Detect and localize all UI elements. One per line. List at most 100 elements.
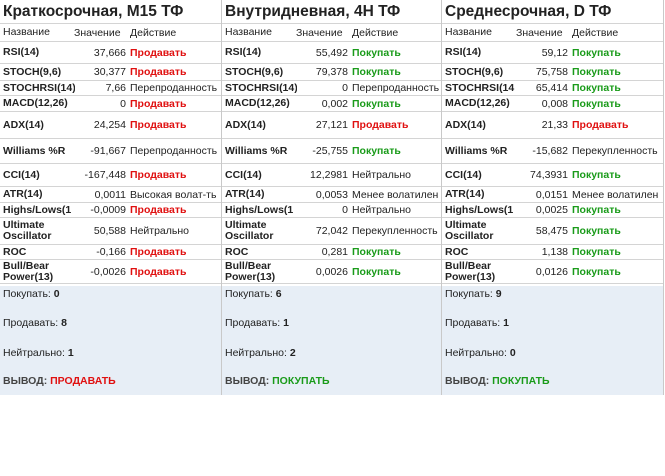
indicator-value: 27,121 bbox=[315, 119, 348, 131]
summary-sell-count: 1 bbox=[503, 317, 509, 329]
summary-neutral: Нейтрально: 2 bbox=[225, 347, 296, 359]
indicator-value: 75,758 bbox=[535, 66, 568, 78]
indicator-row: Bull/Bear Power(13) 0,0126 Покупать bbox=[442, 260, 663, 284]
indicator-value: 0,0011 bbox=[94, 188, 126, 201]
indicator-action: Продавать bbox=[130, 66, 187, 78]
conclusion-value: ПОКУПАТЬ bbox=[492, 375, 550, 387]
indicator-row: Ultimate Oscillator 50,588 Нейтрально bbox=[0, 218, 221, 245]
indicator-name: STOCHRSI(14 bbox=[445, 81, 515, 94]
indicator-value: 59,12 bbox=[541, 46, 568, 59]
indicator-action: Покупать bbox=[352, 66, 401, 78]
indicator-row: ATR(14) 0,0011 Высокая волат-ть bbox=[0, 187, 221, 203]
indicator-action: Покупать bbox=[572, 82, 621, 94]
indicator-action: Покупать bbox=[572, 265, 621, 278]
indicator-value: 50,588 bbox=[93, 225, 126, 237]
indicator-value: 74,3931 bbox=[530, 169, 568, 181]
indicator-value: 0 bbox=[120, 97, 126, 110]
indicator-value: 1,138 bbox=[541, 246, 568, 258]
indicator-action: Покупать bbox=[572, 225, 621, 237]
indicator-value: -0,0009 bbox=[90, 204, 126, 216]
indicator-action: Покупать bbox=[572, 169, 621, 181]
summary-sell: Продавать: 1 bbox=[445, 317, 509, 329]
indicator-action: Перепроданность bbox=[130, 145, 218, 157]
indicator-action: Продавать bbox=[572, 119, 629, 131]
indicator-action: Нейтрально bbox=[352, 204, 412, 216]
indicator-action: Нейтрально bbox=[130, 225, 190, 237]
indicator-name: ADX(14) bbox=[445, 118, 486, 131]
indicator-value: -0,0026 bbox=[90, 265, 126, 278]
panel-4h: Внутридневная, 4Н ТФ Название Значение Дейс… bbox=[222, 0, 442, 395]
indicator-row: CCI(14) 12,2981 Нейтрально bbox=[222, 164, 441, 187]
indicator-action: Покупать bbox=[572, 66, 621, 78]
indicator-name: ADX(14) bbox=[3, 118, 44, 131]
summary-neutral-label: Нейтрально: bbox=[445, 347, 507, 359]
column-header-action: Действие bbox=[352, 26, 399, 39]
indicator-row: RSI(14) 55,492 Покупать bbox=[222, 42, 441, 64]
indicator-action: Покупать bbox=[352, 97, 401, 110]
indicator-name: ROC bbox=[445, 245, 469, 258]
signal-summary: Покупать: 9 Продавать: 1 Нейтрально: 0 ВЫВО… bbox=[442, 286, 663, 395]
indicator-action: Перекупленность bbox=[572, 145, 658, 157]
summary-buy-label: Покупать: bbox=[225, 288, 273, 300]
indicator-value: 37,666 bbox=[93, 46, 126, 59]
indicator-row: STOCH(9,6) 30,377 Продавать bbox=[0, 64, 221, 81]
indicator-row: ADX(14) 24,254 Продавать bbox=[0, 112, 221, 139]
summary-sell-label: Продавать: bbox=[445, 317, 501, 329]
indicator-action: Перекупленность bbox=[352, 225, 438, 237]
indicator-name: ATR(14) bbox=[225, 188, 265, 200]
indicator-row: Williams %R -15,682 Перекупленность bbox=[442, 139, 663, 164]
indicator-action: Продавать bbox=[130, 246, 187, 258]
indicator-value: 21,33 bbox=[541, 119, 568, 131]
indicator-name: RSI(14) bbox=[225, 46, 262, 58]
indicator-row: STOCHRSI(14 65,414 Покупать bbox=[442, 81, 663, 96]
indicator-value: 0,0053 bbox=[315, 188, 348, 201]
column-header-value: Значение bbox=[516, 26, 563, 39]
indicator-name: Bull/Bear Power(13) bbox=[3, 260, 54, 283]
conclusion-value: ПОКУПАТЬ bbox=[272, 375, 330, 387]
summary-buy: Покупать: 6 bbox=[225, 288, 282, 300]
indicator-name: ATR(14) bbox=[3, 188, 43, 200]
indicator-action: Перепроданность bbox=[352, 82, 440, 94]
summary-buy-count: 6 bbox=[275, 288, 282, 300]
column-header-name: Название bbox=[225, 26, 272, 38]
indicator-row: Ultimate Oscillator 58,475 Покупать bbox=[442, 218, 663, 245]
column-header-name: Название bbox=[3, 26, 50, 38]
panel-title: Внутридневная, 4Н ТФ bbox=[222, 0, 441, 24]
summary-sell-label: Продавать: bbox=[3, 317, 59, 329]
summary-buy-count: 0 bbox=[53, 288, 60, 300]
indicator-name: STOCH(9,6) bbox=[3, 65, 62, 78]
indicator-row: MACD(12,26) 0 Продавать bbox=[0, 96, 221, 112]
indicator-action: Менее волатилен bbox=[352, 188, 439, 201]
indicator-name: RSI(14) bbox=[445, 46, 482, 58]
indicator-name: Bull/Bear Power(13) bbox=[225, 260, 276, 283]
indicator-row: STOCH(9,6) 79,378 Покупать bbox=[222, 64, 441, 81]
indicator-value: 0,0026 bbox=[315, 265, 348, 278]
indicator-value: 72,042 bbox=[315, 225, 348, 237]
summary-sell: Продавать: 1 bbox=[225, 317, 289, 329]
indicator-row: ADX(14) 27,121 Продавать bbox=[222, 112, 441, 139]
indicator-value: 7,66 bbox=[105, 82, 126, 94]
column-header-action: Действие bbox=[130, 26, 177, 39]
indicator-action: Покупать bbox=[352, 145, 401, 157]
indicator-row: STOCHRSI(14) 0 Перепроданность bbox=[222, 81, 441, 96]
indicator-name: CCI(14) bbox=[445, 168, 482, 181]
indicator-row: Bull/Bear Power(13) 0,0026 Покупать bbox=[222, 260, 441, 284]
indicator-value: 12,2981 bbox=[310, 169, 348, 181]
indicator-name: Williams %R bbox=[225, 144, 288, 157]
indicator-value: -91,667 bbox=[90, 145, 126, 157]
indicator-value: 65,414 bbox=[535, 82, 568, 94]
indicator-name: ADX(14) bbox=[225, 118, 266, 131]
indicator-action: Покупать bbox=[572, 204, 621, 216]
indicator-row: ROC 1,138 Покупать bbox=[442, 245, 663, 260]
indicator-value: 0,0126 bbox=[535, 265, 568, 278]
panel-title: Среднесрочная, D ТФ bbox=[442, 0, 663, 24]
indicator-value: -25,755 bbox=[312, 145, 348, 157]
indicator-value: 58,475 bbox=[535, 225, 568, 237]
conclusion-label: ВЫВОД: bbox=[3, 375, 48, 387]
indicator-action: Покупать bbox=[352, 46, 401, 59]
indicator-action: Покупать bbox=[352, 246, 401, 258]
conclusion-value: ПРОДАВАТЬ bbox=[50, 375, 116, 387]
conclusion-label: ВЫВОД: bbox=[445, 375, 490, 387]
indicator-row: ADX(14) 21,33 Продавать bbox=[442, 112, 663, 139]
indicator-row: RSI(14) 37,666 Продавать bbox=[0, 42, 221, 64]
